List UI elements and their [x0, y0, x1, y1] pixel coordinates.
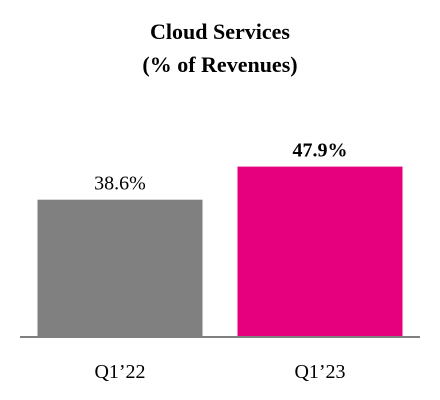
- x-tick-label-1: Q1’23: [294, 361, 345, 383]
- chart-title: Cloud Services: [150, 19, 290, 44]
- chart-subtitle: (% of Revenues): [142, 52, 298, 77]
- x-tick-label-0: Q1’22: [94, 361, 145, 383]
- bar-0: [37, 199, 203, 337]
- value-label-0: 38.6%: [94, 173, 146, 195]
- value-label-1: 47.9%: [293, 140, 348, 162]
- bar-1: [237, 166, 403, 337]
